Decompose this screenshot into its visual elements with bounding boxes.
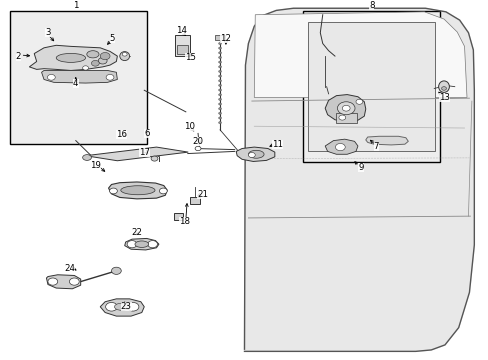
Circle shape <box>248 153 255 158</box>
Polygon shape <box>46 275 81 289</box>
Text: 13: 13 <box>439 93 449 102</box>
Circle shape <box>342 105 349 111</box>
Text: 17: 17 <box>139 148 149 157</box>
Ellipse shape <box>438 81 448 93</box>
Bar <box>173 213 183 220</box>
Ellipse shape <box>248 150 264 158</box>
Text: 18: 18 <box>179 217 190 226</box>
Text: 2: 2 <box>16 51 21 60</box>
Text: 23: 23 <box>121 302 131 311</box>
Circle shape <box>91 60 99 66</box>
Polygon shape <box>365 136 407 145</box>
Ellipse shape <box>120 51 129 60</box>
Text: 15: 15 <box>185 53 196 62</box>
Circle shape <box>218 66 221 68</box>
Polygon shape <box>29 45 117 71</box>
Ellipse shape <box>98 58 107 64</box>
Polygon shape <box>325 139 357 154</box>
Circle shape <box>122 53 127 56</box>
Circle shape <box>218 61 221 63</box>
Circle shape <box>218 42 221 45</box>
Text: 3: 3 <box>45 28 51 37</box>
Text: 6: 6 <box>143 129 149 138</box>
Text: 20: 20 <box>192 137 203 146</box>
Text: 12: 12 <box>220 33 231 42</box>
Circle shape <box>337 102 354 115</box>
Ellipse shape <box>114 303 130 310</box>
Circle shape <box>218 84 221 86</box>
Circle shape <box>100 53 110 60</box>
Bar <box>10 11 146 144</box>
Bar <box>177 45 187 54</box>
Bar <box>175 35 189 56</box>
Circle shape <box>335 144 345 151</box>
Circle shape <box>111 267 121 274</box>
Circle shape <box>69 278 79 285</box>
Circle shape <box>105 302 117 311</box>
Circle shape <box>218 47 221 49</box>
Circle shape <box>109 188 117 194</box>
Text: 5: 5 <box>109 33 115 42</box>
Text: 11: 11 <box>271 140 282 149</box>
Text: 24: 24 <box>64 264 75 273</box>
Bar <box>189 197 200 203</box>
Text: 7: 7 <box>373 141 379 150</box>
Circle shape <box>355 99 362 104</box>
Ellipse shape <box>151 156 158 161</box>
Circle shape <box>127 240 137 248</box>
Ellipse shape <box>441 87 446 90</box>
Circle shape <box>218 112 221 114</box>
Circle shape <box>127 302 139 311</box>
Polygon shape <box>108 182 167 199</box>
Bar <box>336 113 356 123</box>
Circle shape <box>218 117 221 119</box>
Circle shape <box>159 188 167 194</box>
Bar <box>307 22 434 152</box>
Ellipse shape <box>135 241 148 247</box>
Ellipse shape <box>87 51 99 58</box>
Circle shape <box>47 75 55 80</box>
Polygon shape <box>244 8 473 351</box>
Circle shape <box>48 278 58 285</box>
Text: 1: 1 <box>73 1 79 10</box>
Circle shape <box>218 103 221 105</box>
Text: 8: 8 <box>368 1 374 10</box>
Circle shape <box>147 240 157 248</box>
Text: 19: 19 <box>90 161 101 170</box>
Polygon shape <box>236 147 274 162</box>
Bar <box>303 11 439 162</box>
Text: 14: 14 <box>176 26 187 35</box>
Circle shape <box>218 98 221 100</box>
Circle shape <box>106 75 114 80</box>
Text: 10: 10 <box>184 122 195 131</box>
Polygon shape <box>124 238 159 250</box>
Polygon shape <box>100 299 144 316</box>
Circle shape <box>195 147 201 151</box>
Ellipse shape <box>82 155 91 161</box>
Polygon shape <box>41 71 117 83</box>
Bar <box>215 35 224 40</box>
Circle shape <box>82 66 88 70</box>
Polygon shape <box>254 12 466 98</box>
Polygon shape <box>325 95 365 122</box>
Circle shape <box>218 57 221 59</box>
Circle shape <box>218 70 221 72</box>
Text: 4: 4 <box>73 78 79 87</box>
Circle shape <box>218 94 221 96</box>
Circle shape <box>218 52 221 54</box>
Circle shape <box>218 80 221 82</box>
Circle shape <box>218 75 221 77</box>
Text: 22: 22 <box>131 228 142 237</box>
Circle shape <box>338 115 345 120</box>
Ellipse shape <box>121 186 155 195</box>
Circle shape <box>218 108 221 110</box>
Text: 16: 16 <box>116 130 126 139</box>
Text: 9: 9 <box>358 163 363 172</box>
Polygon shape <box>85 147 188 161</box>
Ellipse shape <box>56 53 85 62</box>
Circle shape <box>218 89 221 91</box>
Circle shape <box>218 122 221 124</box>
Text: 21: 21 <box>197 190 208 199</box>
